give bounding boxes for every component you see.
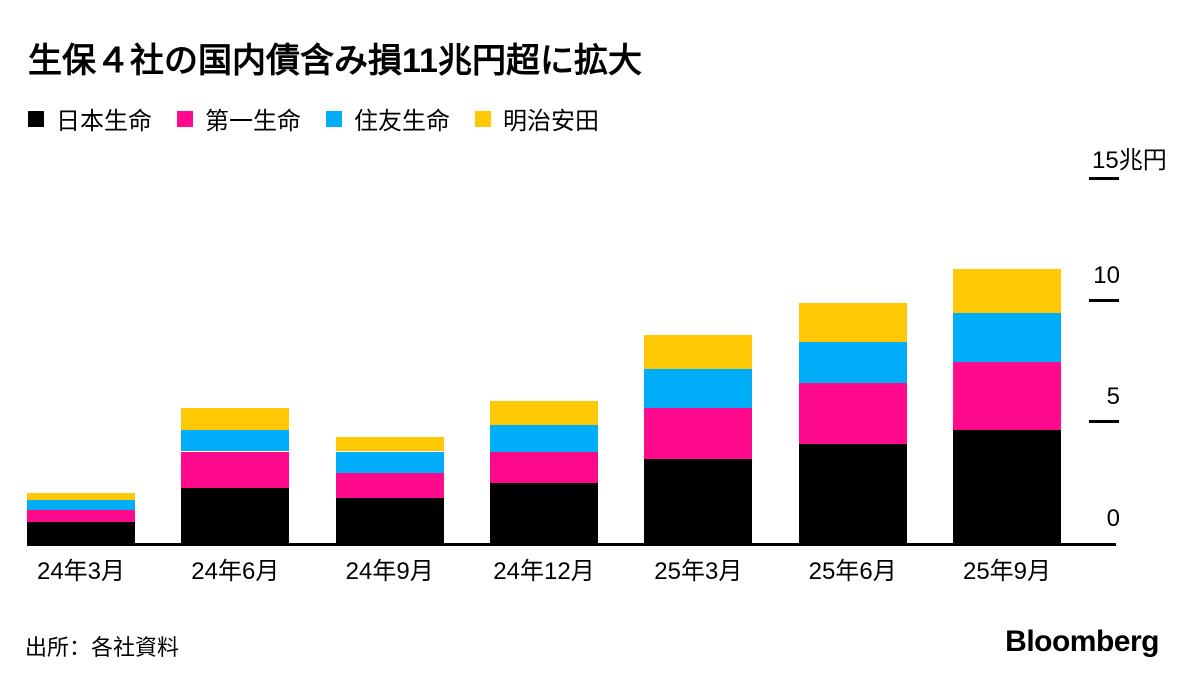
y-axis-tick <box>1089 299 1119 302</box>
legend-label: 明治安田 <box>503 108 599 135</box>
legend-swatch-icon <box>28 110 44 127</box>
legend-swatch-icon <box>177 110 193 127</box>
chart-title: 生保４社の国内債含み損11兆円超に拡大 <box>28 42 642 80</box>
bar-segment-meiji-yasuda <box>490 400 598 425</box>
x-axis-label: 25年3月 <box>654 558 743 585</box>
bar-segment-nippon-life <box>181 488 290 544</box>
bar-segment-sumitomo-life <box>490 424 598 452</box>
x-axis-line <box>27 543 1116 546</box>
bar-segment-nippon-life <box>335 497 444 544</box>
bar-segment-dai-ichi-life <box>27 509 135 523</box>
y-axis-tick <box>1089 420 1119 423</box>
legend-label: 住友生命 <box>354 108 450 135</box>
y-axis-label: 0 <box>1106 505 1120 532</box>
bar-segment-meiji-yasuda <box>27 492 135 501</box>
legend-label: 日本生命 <box>56 108 152 135</box>
bar-segment-nippon-life <box>27 522 135 544</box>
x-axis-label: 25年9月 <box>962 558 1052 585</box>
bar-segment-dai-ichi-life <box>490 451 598 484</box>
bar-segment-meiji-yasuda <box>181 407 290 430</box>
bar-segment-sumitomo-life <box>953 312 1061 362</box>
bar-segment-meiji-yasuda <box>798 303 907 342</box>
bar-segment-dai-ichi-life <box>953 361 1061 430</box>
x-axis-label: 24年6月 <box>191 558 280 585</box>
bar-segment-nippon-life <box>953 429 1061 544</box>
y-axis-label: 10 <box>1093 262 1120 289</box>
x-axis-label: 24年12月 <box>493 558 595 585</box>
bar-segment-sumitomo-life <box>644 368 753 408</box>
legend-swatch-icon <box>475 110 491 127</box>
bar-segment-dai-ichi-life <box>644 407 753 459</box>
bar-segment-nippon-life <box>490 483 598 544</box>
legend-swatch-icon <box>326 110 342 127</box>
bar-segment-sumitomo-life <box>798 342 907 384</box>
bar-segment-nippon-life <box>644 458 753 544</box>
bar-segment-nippon-life <box>798 444 907 544</box>
y-axis-tick <box>1089 177 1119 180</box>
x-axis-label: 24年3月 <box>36 558 126 585</box>
bar-segment-sumitomo-life <box>335 451 444 474</box>
x-axis-label: 25年6月 <box>808 558 897 585</box>
legend-label: 第一生命 <box>205 108 301 135</box>
bar-segment-dai-ichi-life <box>335 473 444 498</box>
y-axis-label: 15兆円 <box>1092 147 1167 174</box>
bar-segment-sumitomo-life <box>181 429 290 452</box>
bar-segment-meiji-yasuda <box>644 334 753 369</box>
x-axis-label: 24年9月 <box>345 558 434 585</box>
bloomberg-logo: Bloomberg <box>1005 625 1159 658</box>
legend-item-meiji-yasuda: 明治安田 <box>475 101 599 136</box>
bar-segment-dai-ichi-life <box>798 383 907 445</box>
bar-segment-meiji-yasuda <box>335 436 444 452</box>
legend: 日本生命 第一生命 住友生命 明治安田 <box>28 101 599 136</box>
legend-item-nippon-life: 日本生命 <box>28 101 152 136</box>
bar-segment-sumitomo-life <box>27 500 135 510</box>
legend-item-sumitomo-life: 住友生命 <box>326 101 450 136</box>
legend-item-dai-ichi-life: 第一生命 <box>177 101 301 136</box>
y-axis-label: 5 <box>1106 383 1120 410</box>
bar-segment-meiji-yasuda <box>953 269 1061 313</box>
source-note: 出所：各社資料 <box>25 635 180 660</box>
bar-segment-dai-ichi-life <box>181 451 290 488</box>
